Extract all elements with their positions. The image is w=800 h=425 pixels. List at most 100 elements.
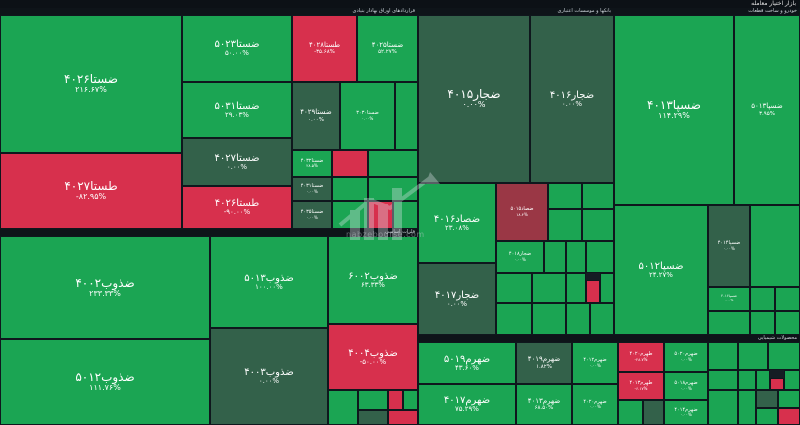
tile-small[interactable] bbox=[708, 390, 738, 425]
tile-small[interactable] bbox=[358, 390, 388, 410]
tile-zajar4016[interactable]: ضجار۴۰۱۶ ۰.۰۰% bbox=[530, 15, 614, 183]
tile-zesapa4013[interactable]: ضسپا۴۰۱۳ ۱۱۴.۲۹% bbox=[614, 15, 734, 205]
tile-zohrom5019[interactable]: ضهرم۵۰۱۹ ۴۳.۶۰% bbox=[418, 342, 516, 384]
tile-small[interactable] bbox=[586, 280, 600, 303]
tile-name: ضصاد۴۰۱۶ bbox=[433, 213, 481, 225]
tile-zoob5013[interactable]: ضذوب۵۰۱۳ ۱۰۰.۰۰% bbox=[210, 236, 328, 328]
tile-small[interactable] bbox=[756, 370, 770, 390]
tile-zestan4025[interactable]: ضستا۴۰۲۵ ۵۲.۲۷% bbox=[357, 15, 418, 82]
tile-zesapa5013[interactable]: ضسپا۵۰۱۳ ۳.۹۵% bbox=[734, 15, 800, 205]
tile-zestan4026[interactable]: ضستا۴۰۲۶ ۲۱۶.۶۷% bbox=[0, 15, 182, 153]
tile-zoob4002[interactable]: ضذوب۴۰۰۲ ۲۳۳.۳۳% bbox=[0, 236, 210, 339]
tile-zesada5015[interactable]: ضصاد۵۰۱۵ ۱۸.۴% bbox=[496, 183, 548, 241]
tile-tahrom4020[interactable]: طهرم۴۰۲۰ -۲۸.۷% bbox=[618, 342, 664, 372]
tile-small[interactable] bbox=[618, 400, 643, 425]
tile-small[interactable] bbox=[590, 303, 614, 335]
tile-zajar4017[interactable]: ضجار۴۰۱۷ ۰.۰۰% bbox=[418, 263, 496, 335]
tile-zesapa5012[interactable]: ضسپا۵۰۱۲ ۲۴.۲۷% bbox=[614, 205, 708, 335]
tile-zoob6002[interactable]: ضذوب۶۰۰۲ ۶۳.۳۳% bbox=[328, 236, 418, 324]
tile-small[interactable] bbox=[775, 311, 800, 335]
tile-small[interactable] bbox=[393, 201, 418, 229]
tile-small[interactable] bbox=[566, 303, 590, 335]
tile-small[interactable] bbox=[532, 273, 566, 303]
tile-zajar4015[interactable]: ضجار۴۰۱۵ ۰.۰۰% bbox=[418, 15, 530, 183]
tile-name: ضذوب۵۰۱۳ bbox=[244, 272, 294, 284]
tile-small[interactable] bbox=[738, 370, 756, 390]
tile-tastan4028[interactable]: طستا۴۰۲۸ -۳۵.۶۸% bbox=[292, 15, 357, 82]
tile-small[interactable] bbox=[544, 241, 566, 273]
tile-zesapa4016[interactable]: ضسپا۴۰۱۶ ۰.۰۰% bbox=[708, 287, 750, 311]
tile-tahrom4013[interactable]: طهرم۴۰۱۳ -۶.۱۷% bbox=[618, 372, 664, 400]
tile-small[interactable] bbox=[566, 273, 586, 303]
tile-small[interactable] bbox=[586, 241, 614, 273]
tile-zestan4029[interactable]: ضستا۴۰۲۹ ۰.۰۰% bbox=[292, 82, 340, 150]
tile-small[interactable] bbox=[770, 378, 784, 390]
tile-percent: ۰.۰۰% bbox=[462, 100, 486, 110]
tile-small[interactable] bbox=[395, 82, 418, 150]
tile-percent: ۲۱۶.۶۷% bbox=[75, 85, 107, 95]
tile-small[interactable] bbox=[768, 342, 800, 370]
tile-small[interactable] bbox=[756, 408, 778, 425]
tile-small[interactable] bbox=[708, 311, 750, 335]
tile-small[interactable] bbox=[388, 410, 418, 425]
tile-zohrom5018[interactable]: ضهرم۵۰۱۸ ۰.۰۰% bbox=[664, 372, 708, 400]
tile-zoob4003[interactable]: ضذوب۴۰۰۳ ۰.۰۰% bbox=[210, 328, 328, 425]
tile-small[interactable] bbox=[708, 342, 738, 370]
tile-small[interactable] bbox=[496, 303, 532, 335]
tile-small[interactable] bbox=[600, 273, 614, 303]
tile-small[interactable] bbox=[738, 342, 768, 370]
tile-small[interactable] bbox=[750, 205, 800, 287]
tile-tastan4027[interactable]: طستا۴۰۲۷ -۸۲.۹۵% bbox=[0, 153, 182, 229]
tile-small[interactable] bbox=[750, 311, 775, 335]
tile-small[interactable] bbox=[388, 390, 403, 410]
tile-small[interactable] bbox=[332, 201, 368, 229]
tile-zesada4016[interactable]: ضصاد۴۰۱۶ ۲۳.۰۸% bbox=[418, 183, 496, 263]
tile-small[interactable] bbox=[778, 408, 800, 425]
tile-small[interactable] bbox=[358, 410, 388, 425]
tile-zohrom4019[interactable]: ضهرم۴۰۱۹ ۱.۸۲% bbox=[516, 342, 572, 384]
tile-small[interactable] bbox=[582, 183, 614, 209]
tile-small[interactable] bbox=[496, 273, 532, 303]
tile-small[interactable] bbox=[532, 303, 566, 335]
tile-zastan4032[interactable]: ضستا۴۰۳۲ ۲۸.۵% bbox=[292, 150, 332, 177]
tile-small[interactable] bbox=[708, 370, 738, 390]
tile-percent: ۲۳۳.۳۳% bbox=[89, 288, 121, 298]
tile-zohrom4012[interactable]: ضهرم۴۰۱۲ ۰.۰۰% bbox=[572, 342, 618, 384]
app-title: بازار اختیار معامله bbox=[751, 0, 796, 7]
tile-zestan5023[interactable]: ضستا۵۰۲۳ ۵۰.۰۰% bbox=[182, 15, 292, 82]
tile-zohrom4017[interactable]: ضهرم۴۰۱۷ ۷۵.۲۹% bbox=[418, 384, 516, 425]
tile-small[interactable] bbox=[784, 370, 800, 390]
tile-zohrom5020[interactable]: ضهرم۵۰۲۰ ۰.۰۰% bbox=[664, 342, 708, 372]
tile-zastan4035[interactable]: ضستا۴۰۳۵ ۰.۰۰% bbox=[292, 201, 332, 229]
tile-small[interactable] bbox=[643, 400, 664, 425]
tile-zestan3030[interactable]: ضستا۳۰۳۰ ۰.۰۰% bbox=[340, 82, 395, 150]
tile-small[interactable] bbox=[738, 390, 756, 425]
tile-small[interactable] bbox=[403, 390, 418, 410]
tile-small[interactable] bbox=[548, 183, 582, 209]
tile-zohrom4014[interactable]: ضهرم۴۰۱۴ ۰.۰۰% bbox=[664, 400, 708, 425]
tile-small[interactable] bbox=[750, 287, 775, 311]
tile-small[interactable] bbox=[778, 390, 800, 408]
tile-zestan4027[interactable]: ضستا۴۰۲۷ ۰.۰۰% bbox=[182, 138, 292, 186]
tile-small[interactable] bbox=[548, 209, 582, 241]
tile-zastan4031[interactable]: ضستا۴۰۳۱ ۰.۰۰% bbox=[292, 177, 332, 201]
tile-zesapa4014[interactable]: ضسپا۴۰۱۴ ۰.۰۰% bbox=[708, 205, 750, 287]
tile-zestan5031[interactable]: ضستا۵۰۳۱ ۲۹.۰۳% bbox=[182, 82, 292, 138]
tile-small[interactable] bbox=[368, 201, 393, 229]
tile-small[interactable] bbox=[582, 209, 614, 241]
tile-small[interactable] bbox=[775, 287, 800, 311]
tile-small[interactable] bbox=[332, 150, 368, 177]
tile-zajar4018[interactable]: ضجار۴۰۱۸ ۰.۰۰% bbox=[496, 241, 544, 273]
tile-tastan4026[interactable]: طستا۴۰۲۶ -۹۰.۰۰% bbox=[182, 186, 292, 229]
tile-small[interactable] bbox=[756, 390, 778, 408]
tile-zohrom4020[interactable]: ضهرم۴۰۲۰ ۰.۰۰% bbox=[572, 384, 618, 425]
tile-small[interactable] bbox=[332, 177, 368, 201]
tile-zohrom4013[interactable]: ضهرم۴۰۱۳ ۶۸.۵۰% bbox=[516, 384, 572, 425]
tile-small[interactable] bbox=[566, 241, 586, 273]
tile-small[interactable] bbox=[328, 390, 358, 425]
tile-small[interactable] bbox=[368, 150, 418, 177]
tile-zoob4004[interactable]: ضذوب۴۰۰۴ -۵۰.۰۰% bbox=[328, 324, 418, 390]
tile-small[interactable] bbox=[368, 177, 418, 201]
tile-zoob5012[interactable]: ضذوب۵۰۱۲ ۱۱۱.۷۶% bbox=[0, 339, 210, 425]
tile-percent: ۰.۰۰% bbox=[306, 214, 318, 220]
